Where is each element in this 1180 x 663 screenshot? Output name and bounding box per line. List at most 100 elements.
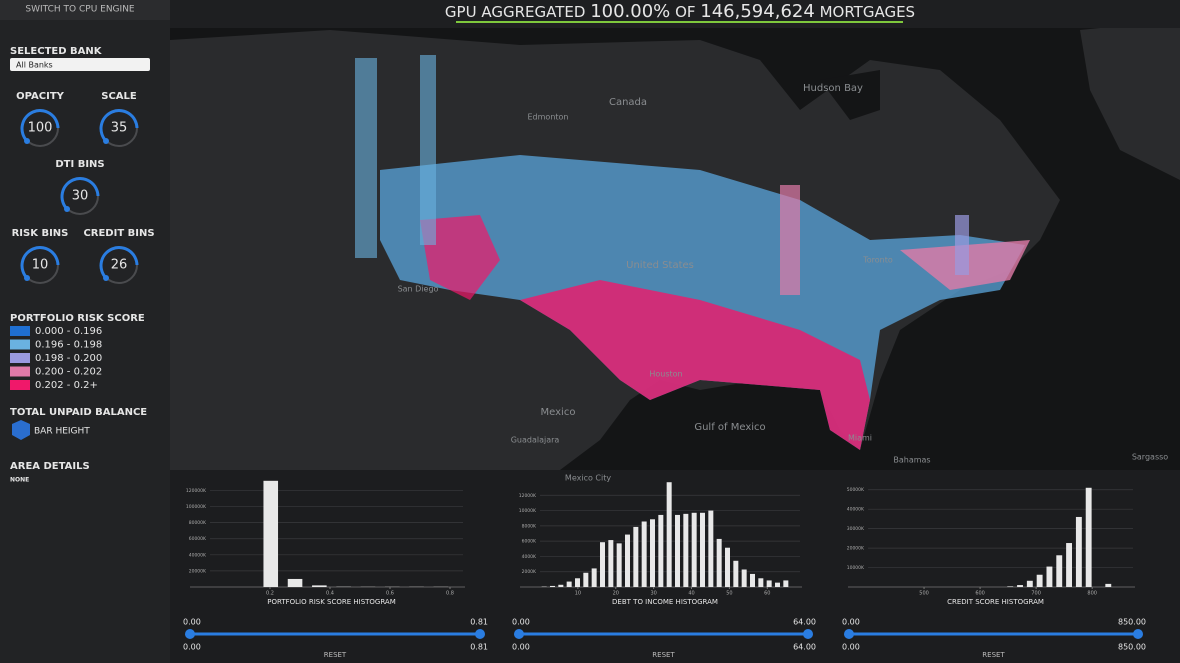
histogram-bar — [1017, 585, 1023, 587]
histogram-bar — [1105, 583, 1112, 587]
histogram-bar — [287, 578, 303, 587]
y-tick-label: 8000K — [522, 523, 537, 529]
dial-value: 30 — [72, 189, 89, 204]
dial-arc — [20, 246, 60, 280]
slider-handle[interactable] — [514, 629, 524, 639]
dial-knob[interactable] — [64, 206, 70, 212]
dial-value: 26 — [111, 258, 128, 273]
x-tick-label: 0.4 — [326, 591, 334, 597]
map-label: United States — [626, 260, 694, 271]
histogram-bar — [575, 578, 580, 587]
title-percent: 100.00% — [590, 1, 670, 22]
slider-handle[interactable] — [1133, 629, 1143, 639]
header-title: GPU AGGREGATED 100.00% OF 146,594,624 MO… — [445, 1, 915, 22]
y-tick-label: 12000K — [519, 493, 537, 499]
legend-swatch — [10, 366, 30, 377]
title-suffix: MORTGAGES — [820, 3, 916, 21]
dial-value: 35 — [111, 121, 128, 136]
bank-select-value[interactable]: All Banks — [16, 61, 53, 70]
legend-swatch — [10, 353, 30, 363]
reset-button[interactable]: RESET — [652, 651, 675, 659]
dial-knob[interactable] — [24, 138, 30, 144]
histogram-bar — [616, 543, 622, 587]
slider-min: 0.00 — [183, 643, 201, 652]
us-region — [420, 215, 500, 300]
legend-swatch — [10, 339, 30, 350]
x-tick-label: 500 — [919, 591, 929, 597]
map-label: Toronto — [862, 256, 893, 265]
slider-handle[interactable] — [844, 629, 854, 639]
x-tick-label: 10 — [575, 591, 581, 597]
x-tick-label: 30 — [650, 591, 656, 597]
histogram-bar — [708, 510, 714, 587]
y-tick-label: 10000K — [847, 565, 865, 571]
x-tick-label: 50 — [726, 591, 732, 597]
map-label: Hudson Bay — [803, 83, 863, 94]
engine-button-text[interactable]: SWITCH TO CPU ENGINE — [25, 5, 135, 15]
y-tick-label: 120000K — [186, 488, 207, 494]
histogram-bar — [650, 519, 655, 587]
bar-column — [420, 55, 436, 245]
y-tick-label: 50000K — [847, 487, 865, 493]
dial-arc — [99, 109, 139, 143]
map-label: Gulf of Mexico — [694, 422, 765, 433]
histogram-bar — [633, 526, 639, 587]
y-tick-label: 40000K — [189, 552, 207, 558]
engine-button[interactable] — [0, 0, 170, 20]
dial-value: 10 — [32, 258, 49, 273]
histogram-bar — [1075, 516, 1082, 587]
histogram-bar — [1007, 586, 1014, 587]
histogram-bar — [312, 585, 327, 587]
slider-max: 0.81 — [470, 618, 488, 627]
x-tick-label: 20 — [613, 591, 619, 597]
histogram-bar — [716, 538, 722, 587]
slider-handle[interactable] — [475, 629, 485, 639]
bar-column — [955, 215, 969, 275]
header — [170, 0, 1180, 28]
slider-min: 0.00 — [183, 618, 201, 627]
dial-label: OPACITY — [16, 91, 65, 102]
dial-knob[interactable] — [103, 138, 109, 144]
area-value: NONE — [10, 477, 29, 484]
bank-label: SELECTED BANK — [10, 46, 103, 57]
x-tick-label: 700 — [1031, 591, 1041, 597]
histogram-bar — [783, 580, 789, 587]
histogram-bar — [1085, 487, 1092, 587]
histogram-bar — [733, 560, 739, 587]
histogram-title: CREDIT SCORE HISTOGRAM — [947, 598, 1044, 606]
legend-label: 0.202 - 0.2+ — [35, 380, 98, 391]
title-of: OF — [675, 3, 695, 21]
y-tick-label: 40000K — [847, 507, 865, 513]
histogram-bar — [725, 547, 730, 587]
histogram-bar — [1036, 574, 1043, 587]
histogram-bar — [1056, 555, 1063, 587]
dial-knob[interactable] — [24, 275, 30, 281]
histogram-bar — [591, 568, 597, 587]
histogram-bar — [775, 582, 780, 587]
title-prefix: GPU AGGREGATED — [445, 3, 585, 21]
histogram-bar — [263, 480, 279, 587]
slider-min: 0.00 — [842, 643, 860, 652]
x-tick-label: 60 — [764, 591, 770, 597]
slider-handle[interactable] — [185, 629, 195, 639]
reset-button[interactable]: RESET — [324, 651, 347, 659]
legend-title: PORTFOLIO RISK SCORE — [10, 313, 145, 324]
histogram-bar — [766, 580, 772, 587]
slider-handle[interactable] — [803, 629, 813, 639]
title-count: 146,594,624 — [700, 1, 815, 22]
bank-select[interactable] — [10, 58, 150, 71]
map-label: Miami — [848, 434, 872, 443]
x-tick-label: 0.8 — [446, 591, 454, 597]
dial-knob[interactable] — [103, 275, 109, 281]
y-tick-label: 80000K — [189, 520, 207, 526]
title-underline — [456, 21, 903, 23]
histogram-title: DEBT TO INCOME HISTOGRAM — [612, 598, 718, 606]
histogram-bar — [658, 514, 664, 587]
histogram-bar — [741, 569, 747, 587]
y-tick-label: 20000K — [189, 568, 207, 574]
slider-max: 64.00 — [793, 643, 816, 652]
reset-button[interactable]: RESET — [982, 651, 1005, 659]
dial-arc — [20, 109, 60, 143]
map — [170, 20, 1180, 470]
legend-label: 0.000 - 0.196 — [35, 326, 102, 337]
